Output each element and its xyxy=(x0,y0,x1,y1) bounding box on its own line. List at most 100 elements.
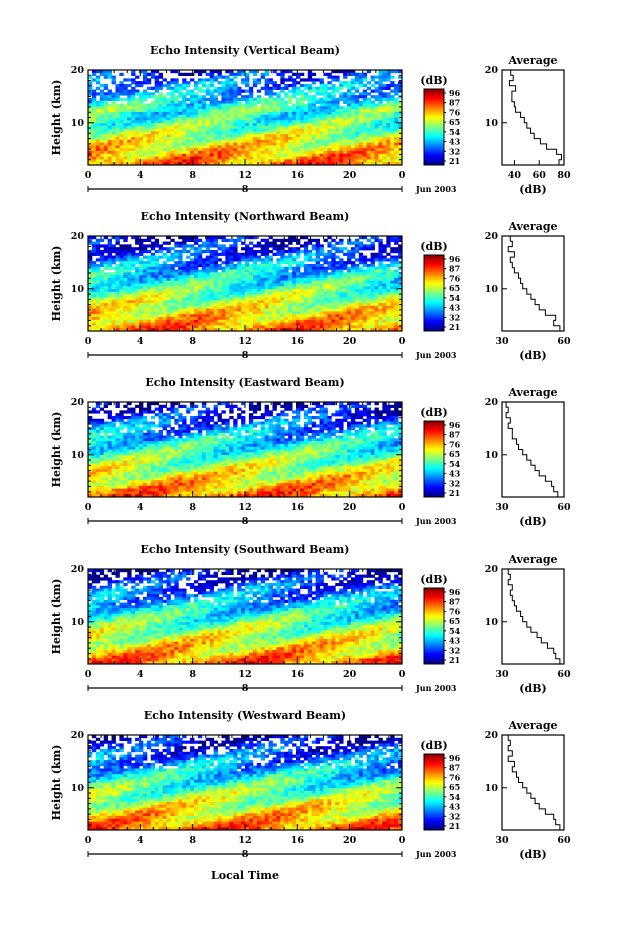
heatmap-cell xyxy=(386,244,391,248)
heatmap-cell xyxy=(276,97,281,102)
heatmap-cell xyxy=(315,286,320,290)
heatmap-cell xyxy=(103,308,109,312)
heatmap-cell xyxy=(382,317,387,321)
heatmap-cell xyxy=(366,142,372,146)
heatmap-cell xyxy=(107,289,112,293)
heatmap-cell xyxy=(299,280,305,284)
heatmap-cell xyxy=(221,277,226,282)
heatmap-cell xyxy=(370,151,375,155)
heatmap-cell xyxy=(158,142,163,146)
heatmap-cell xyxy=(315,305,320,310)
heatmap-cell xyxy=(264,159,269,163)
heatmap-cell xyxy=(307,109,313,113)
heatmap-cell xyxy=(311,153,317,158)
heatmap-cell xyxy=(91,289,97,293)
heatmap-cell xyxy=(303,258,309,262)
heatmap-cell xyxy=(182,297,187,301)
heatmap-cell xyxy=(394,294,399,298)
heatmap-cell xyxy=(327,139,332,144)
heatmap-cell xyxy=(213,280,218,284)
heatmap-cell xyxy=(315,261,320,265)
heatmap-cell xyxy=(103,125,109,130)
heatmap-cell xyxy=(307,151,313,155)
heatmap-cell xyxy=(182,78,187,82)
heatmap-cell xyxy=(307,114,313,118)
heatmap-cell xyxy=(221,269,226,273)
heatmap-cell xyxy=(292,249,297,254)
heatmap-cell xyxy=(193,117,199,121)
heatmap-cell xyxy=(154,81,160,85)
heatmap-cell xyxy=(103,83,109,88)
heatmap-cell xyxy=(135,128,140,132)
heatmap-cell xyxy=(288,303,293,307)
heatmap-cell xyxy=(150,263,156,268)
heatmap-cell xyxy=(394,103,399,107)
heatmap-cell xyxy=(119,277,124,282)
heatmap-cell xyxy=(323,162,328,165)
heatmap-cell xyxy=(103,322,109,326)
heatmap-cell xyxy=(213,266,218,270)
heatmap-cell xyxy=(201,322,207,326)
heatmap-cell xyxy=(268,258,273,262)
heatmap-cell xyxy=(158,277,163,282)
heatmap-cell xyxy=(386,277,391,282)
heatmap-cell xyxy=(150,269,156,273)
heatmap-cell xyxy=(378,137,383,141)
heatmap-cell xyxy=(284,92,289,96)
heatmap-cell xyxy=(319,328,324,331)
heatmap-cell xyxy=(370,266,375,270)
heatmap-cell xyxy=(213,283,218,287)
heatmap-cell xyxy=(154,123,160,127)
heatmap-cell xyxy=(303,283,309,287)
heatmap-cell xyxy=(354,272,360,276)
heatmap-cell xyxy=(193,269,199,273)
heatmap-cell xyxy=(268,303,273,307)
heatmap-cell xyxy=(398,148,402,152)
heatmap-cell xyxy=(241,120,246,124)
heatmap-cell xyxy=(350,83,356,88)
heatmap-cell xyxy=(221,120,226,124)
heatmap-cell xyxy=(245,283,250,287)
heatmap-cell xyxy=(390,275,395,279)
heatmap-cell xyxy=(296,305,301,310)
heatmap-cell xyxy=(252,128,258,132)
heatmap-cell xyxy=(398,139,402,144)
heatmap-cell xyxy=(146,145,152,149)
heatmap-cell xyxy=(260,109,266,113)
heatmap-cell xyxy=(394,151,399,155)
heatmap-cell xyxy=(127,305,132,310)
heatmap-cell xyxy=(319,111,324,116)
heatmap-cell xyxy=(162,148,167,152)
heatmap-cell xyxy=(174,249,179,254)
heatmap-cell xyxy=(268,272,273,276)
heatmap-cell xyxy=(158,72,163,76)
heatmap-cell xyxy=(354,275,360,279)
heatmap-cell xyxy=(150,120,156,124)
heatmap-cell xyxy=(268,100,273,104)
heatmap-cell xyxy=(233,266,238,270)
heatmap-cell xyxy=(260,72,266,76)
heatmap-cell xyxy=(142,289,148,293)
colorbar-swatch xyxy=(424,102,444,105)
heatmap-cell xyxy=(390,263,395,268)
heatmap-cell xyxy=(327,142,332,146)
heatmap-cell xyxy=(378,125,383,130)
day-label: 8 xyxy=(242,184,249,195)
heatmap-cell xyxy=(221,275,226,279)
heatmap-cell xyxy=(335,272,340,276)
heatmap-cell xyxy=(139,263,144,268)
heatmap-cell xyxy=(221,142,226,146)
heatmap-cell xyxy=(150,142,156,146)
heatmap-cell xyxy=(378,114,383,118)
heatmap-cell xyxy=(343,325,348,329)
heatmap-cell xyxy=(307,297,313,301)
heatmap-cell xyxy=(296,145,301,149)
heatmap-cell xyxy=(221,137,226,141)
heatmap-cell xyxy=(378,305,383,310)
heatmap-cell xyxy=(343,252,348,256)
heatmap-cell xyxy=(288,70,293,74)
heatmap-cell xyxy=(331,103,336,107)
heatmap-cell xyxy=(174,137,179,141)
heatmap-cell xyxy=(248,159,254,163)
heatmap-cell xyxy=(350,325,356,329)
